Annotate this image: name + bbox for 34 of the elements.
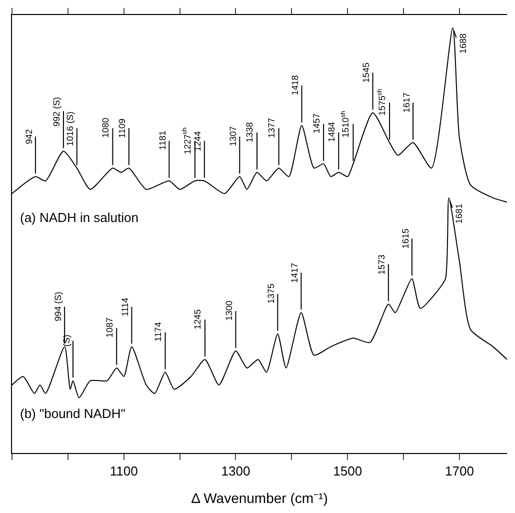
series-label: (a) NADH in salution: [20, 210, 138, 225]
x-tick-label: 1100: [110, 464, 138, 479]
annotation: 1617: [401, 92, 412, 113]
annotation: 1688: [458, 33, 468, 54]
annotation: 1418: [290, 75, 300, 96]
annotation: 1681: [454, 204, 464, 224]
annotation: 1080: [100, 118, 111, 138]
annotation: 1245: [192, 309, 203, 330]
annotation: 1338: [244, 122, 255, 142]
x-tick-label: 1300: [221, 464, 250, 479]
annotation: 1375: [266, 284, 276, 304]
annotation: 1417: [290, 262, 300, 283]
annotation: 1573: [376, 254, 386, 275]
annotation: 1087: [104, 318, 115, 338]
annotation: 992 (S): [51, 97, 62, 127]
annotation: 994 (S): [52, 292, 63, 322]
annotation: 1545: [360, 62, 371, 83]
annotation: 1615: [400, 228, 410, 249]
annotation: 1109: [116, 118, 127, 138]
annotation: 1377: [266, 118, 277, 138]
annotation: 1181: [157, 130, 168, 150]
annotation: (S): [61, 334, 72, 347]
annotation: 1484: [326, 122, 336, 142]
x-tick-label: 1500: [333, 464, 362, 479]
annotation: 1457: [312, 113, 322, 134]
annotation: 1016 (S): [64, 111, 75, 146]
annotation: 1300: [224, 300, 234, 321]
annotation: 1174: [153, 322, 164, 342]
annotation: 1114: [120, 298, 130, 316]
x-tick-label: 1700: [445, 464, 474, 479]
annotation: 942: [24, 129, 34, 144]
annotation: 1307: [228, 126, 238, 146]
x-axis-title: Δ Wavenumber (cm⁻¹): [191, 490, 328, 506]
series-label: (b) "bound NADH": [20, 406, 126, 421]
